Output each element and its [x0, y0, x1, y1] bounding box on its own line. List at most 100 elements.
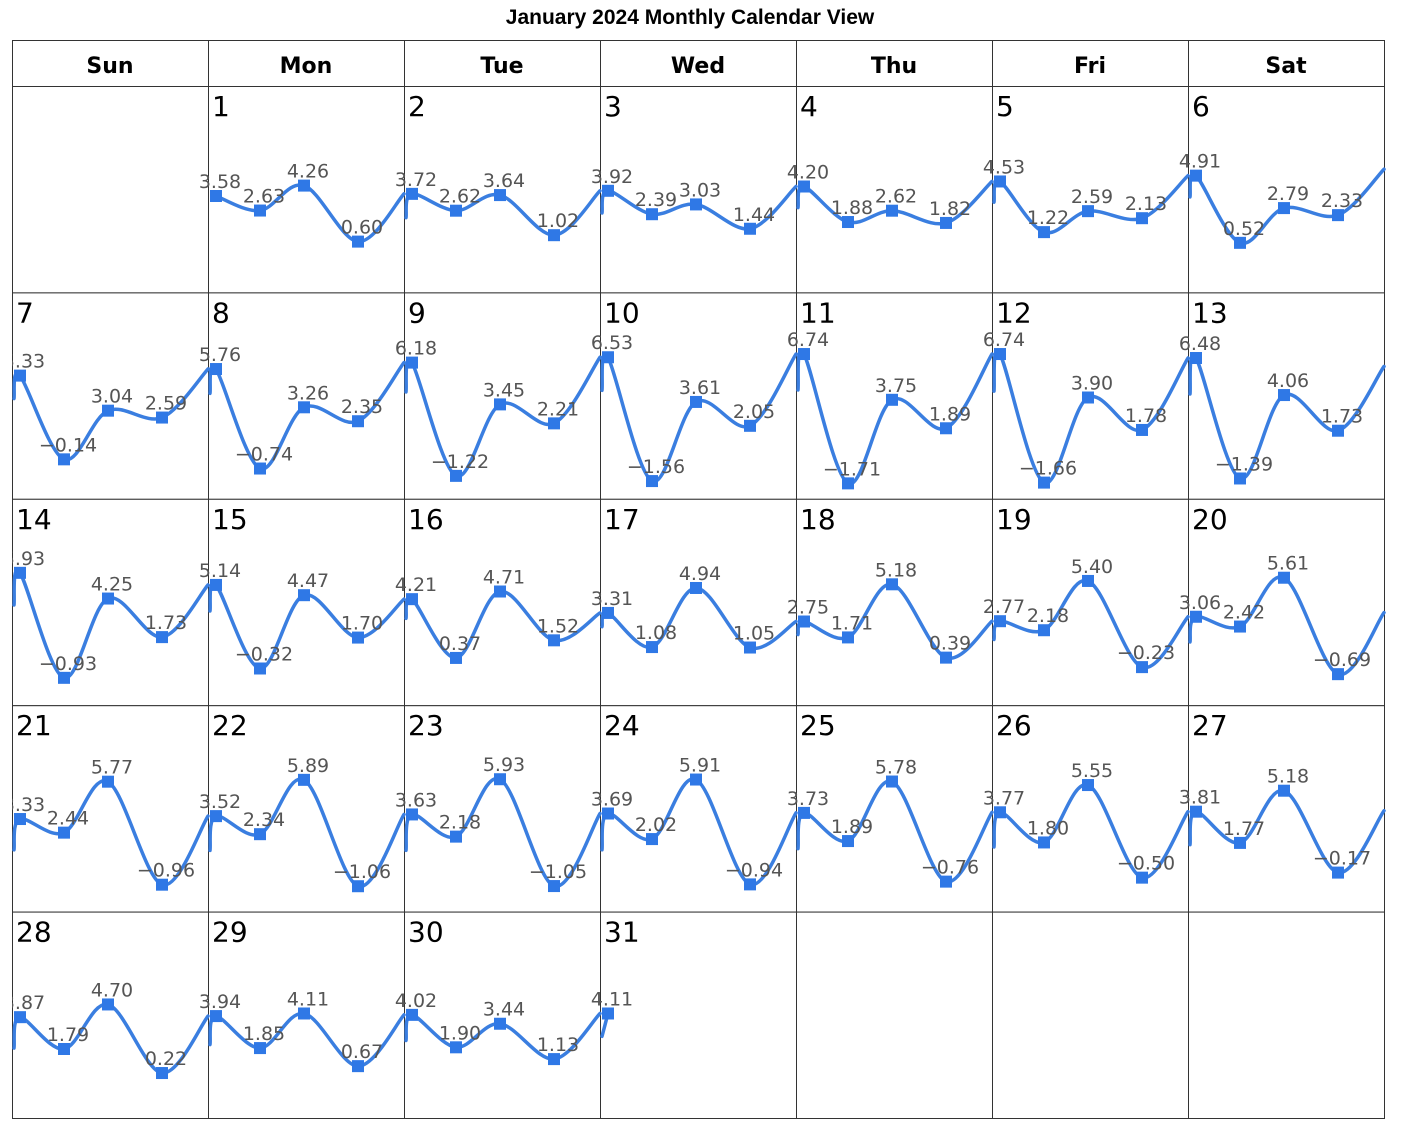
data-point [1190, 352, 1202, 365]
day-cell [1188, 705, 1385, 913]
data-label: 5.93 [483, 754, 525, 776]
day-number: 31 [604, 916, 640, 949]
day-number: 1 [212, 90, 230, 123]
data-point [406, 1008, 418, 1021]
data-label: 5.78 [875, 757, 917, 779]
weekday-header-cell [600, 40, 797, 87]
data-label: 2.63 [243, 186, 285, 208]
data-label: −0.50 [1117, 853, 1175, 875]
data-point [14, 369, 26, 382]
data-label: 3.52 [199, 791, 241, 813]
day-number: 19 [996, 503, 1032, 536]
data-label: 5.14 [199, 560, 241, 582]
data-label: 3.44 [483, 999, 525, 1021]
data-label: 5.93 [12, 548, 45, 570]
day-cell [796, 498, 993, 707]
data-label: 3.64 [483, 170, 525, 192]
data-label: 3.31 [591, 588, 633, 610]
data-label: 0.60 [341, 217, 383, 239]
data-point [602, 606, 614, 619]
data-label: −0.76 [921, 857, 979, 879]
data-point [842, 477, 854, 490]
day-cell [1188, 86, 1385, 294]
data-label: −0.74 [235, 444, 293, 466]
data-label: 5.77 [91, 757, 133, 779]
data-point [102, 592, 114, 605]
data-point [352, 631, 364, 644]
weekday-header-cell [992, 40, 1189, 87]
data-point [210, 363, 222, 376]
data-point [254, 462, 266, 475]
data-point [1234, 620, 1246, 633]
data-point [1234, 836, 1246, 849]
data-label: −1.56 [627, 456, 685, 478]
data-label: 1.13 [537, 1034, 579, 1056]
data-point [298, 773, 310, 786]
data-label: −1.06 [333, 861, 391, 883]
data-label: 4.11 [287, 988, 329, 1010]
data-label: 2.35 [341, 396, 383, 418]
data-point [886, 204, 898, 217]
data-label: 1.71 [831, 612, 873, 634]
data-label: 2.39 [635, 189, 677, 211]
day-number: 17 [604, 503, 640, 536]
day-cell [992, 86, 1189, 294]
data-label: 2.62 [439, 186, 481, 208]
data-point [1082, 574, 1094, 587]
data-label: 4.02 [395, 990, 437, 1012]
data-label: 3.61 [679, 377, 721, 399]
data-point [798, 615, 810, 628]
data-point [602, 184, 614, 197]
data-label: 5.91 [679, 755, 721, 777]
day-number: 20 [1192, 503, 1228, 536]
data-label: 1.82 [929, 198, 971, 220]
data-point [886, 578, 898, 591]
data-label: 4.71 [483, 567, 525, 589]
data-point [842, 216, 854, 229]
data-label: 2.02 [635, 814, 677, 836]
data-label: 3.73 [787, 788, 829, 810]
data-label: 1.44 [733, 204, 775, 226]
data-label: 3.04 [91, 386, 133, 408]
data-label: 1.70 [341, 613, 383, 635]
data-label: 3.03 [679, 179, 721, 201]
day-number: 4 [800, 90, 818, 123]
data-label: −0.17 [1313, 848, 1371, 870]
day-number: 18 [800, 503, 836, 536]
data-point [298, 401, 310, 414]
data-point [210, 810, 222, 823]
day-number: 2 [408, 90, 426, 123]
data-point [156, 1067, 168, 1080]
data-point [940, 875, 952, 888]
data-label: 1.88 [831, 197, 873, 219]
data-label: 4.47 [287, 570, 329, 592]
data-point [994, 175, 1006, 188]
data-label: 1.73 [145, 612, 187, 634]
weekday-header-sat: Sat [1265, 54, 1307, 79]
data-point [254, 828, 266, 841]
data-point [690, 773, 702, 786]
data-point [994, 806, 1006, 819]
data-point [646, 833, 658, 846]
day-number: 9 [408, 296, 426, 329]
data-label: 2.79 [1267, 183, 1309, 205]
data-point [602, 807, 614, 820]
data-point [210, 1010, 222, 1023]
data-point [646, 208, 658, 221]
data-point [1278, 202, 1290, 215]
data-label: 1.05 [733, 623, 775, 645]
data-label: 1.89 [831, 816, 873, 838]
data-label: 5.18 [875, 559, 917, 581]
data-label: 6.74 [787, 329, 829, 351]
data-label: 4.91 [1179, 151, 1221, 173]
data-point [254, 204, 266, 217]
data-point [548, 634, 560, 647]
data-point [1332, 866, 1344, 879]
data-label: 5.89 [287, 755, 329, 777]
data-point [450, 651, 462, 664]
day-cell [404, 292, 601, 500]
day-cell [1188, 911, 1385, 1119]
data-label: −0.93 [39, 653, 97, 675]
calendar-grid: Sun Mon Tue Wed Thu Fri Sat13.582.634.260.6023… [12, 40, 1386, 1119]
day-number: 5 [996, 90, 1014, 123]
